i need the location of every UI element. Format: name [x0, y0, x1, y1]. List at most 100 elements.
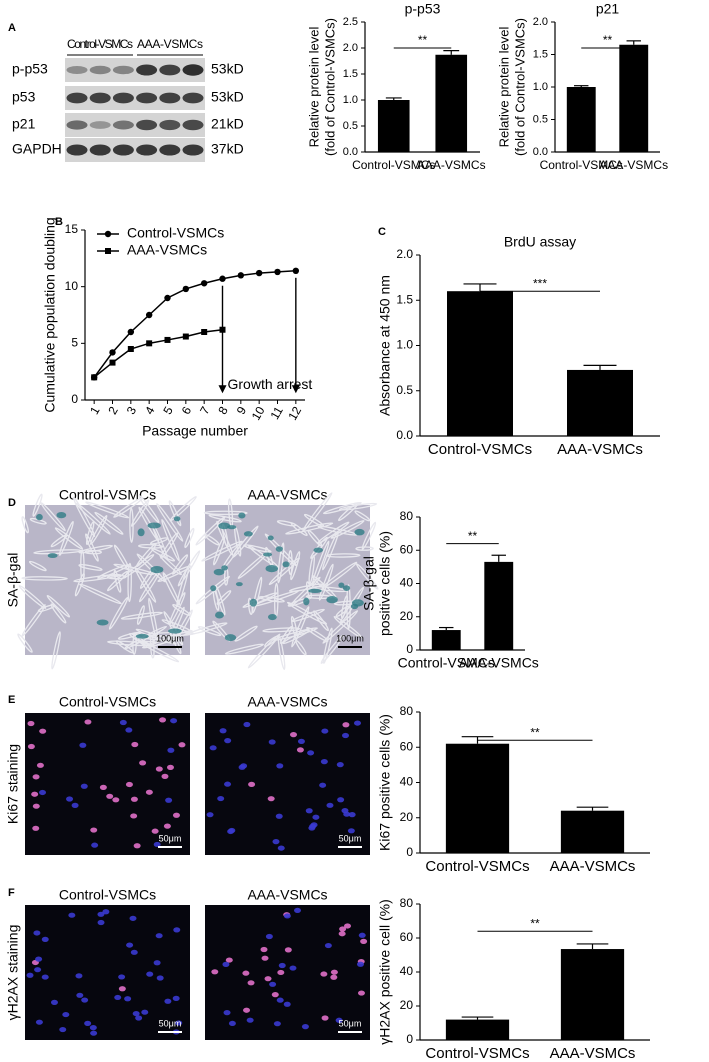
- significance-label: **: [603, 33, 613, 47]
- cell: [174, 609, 193, 641]
- cell: [242, 592, 278, 608]
- nucleus: [272, 839, 280, 845]
- cell: [290, 522, 308, 537]
- nucleus: [301, 1024, 309, 1030]
- nucleus: [32, 774, 40, 780]
- cell: [73, 573, 122, 583]
- blot-size-label: 21kD: [211, 116, 244, 132]
- blot-band: [182, 92, 204, 104]
- blot-size-label: 53kD: [211, 61, 244, 77]
- nucleus: [81, 997, 89, 1003]
- nucleus: [324, 942, 332, 949]
- nucleus: [59, 1026, 67, 1033]
- nucleus: [225, 957, 233, 963]
- image-column-label: Control-VSMCs: [59, 487, 156, 503]
- y-tick-label: 80: [400, 509, 414, 523]
- marker: [255, 269, 263, 277]
- blot-band: [136, 119, 158, 131]
- cell: [89, 514, 108, 545]
- marker: [292, 267, 300, 274]
- stained-cell: [221, 565, 228, 571]
- cell: [171, 554, 189, 575]
- x-axis-label: Passage number: [142, 423, 248, 439]
- nucleus: [34, 967, 42, 973]
- cell: [113, 569, 122, 593]
- cell: [115, 640, 134, 654]
- scale-bar-label: 50μm: [339, 833, 362, 843]
- nucleus: [217, 795, 225, 802]
- nucleus: [76, 992, 84, 998]
- y-tick-label: 1.5: [343, 68, 358, 80]
- stained-cell: [213, 568, 225, 576]
- blot-band: [159, 92, 181, 104]
- nucleus: [155, 933, 163, 939]
- nucleus: [209, 745, 217, 751]
- cell: [94, 511, 124, 535]
- x-tick-label: AAA-VSMCs: [599, 158, 668, 172]
- cell: [295, 640, 307, 656]
- nucleus: [294, 907, 302, 914]
- stained-cell: [354, 528, 365, 536]
- x-tick-label: Control-VSMCs: [428, 441, 532, 458]
- cell: [149, 537, 169, 545]
- cell: [308, 554, 315, 585]
- nucleus: [353, 720, 361, 726]
- blot-row-label: GAPDH: [12, 141, 62, 157]
- nucleus: [330, 974, 338, 980]
- stained-cell: [168, 628, 182, 634]
- x-tick-label: AAA-VSMCs: [550, 858, 636, 875]
- nucleus: [268, 739, 276, 745]
- x-tick-label: Control-VSMCs: [425, 858, 529, 875]
- stained-cell: [47, 553, 58, 559]
- nucleus: [102, 909, 110, 915]
- nucleus: [50, 999, 58, 1005]
- nucleus: [320, 759, 328, 765]
- x-tick-label: 9: [234, 404, 250, 417]
- cell: [290, 616, 298, 640]
- nucleus: [222, 961, 230, 967]
- scale-bar-label: 50μm: [159, 833, 182, 843]
- blot-band: [182, 119, 204, 131]
- nucleus: [307, 750, 315, 756]
- cell: [208, 514, 242, 523]
- bar: [445, 1019, 510, 1040]
- significance-label: **: [418, 33, 428, 47]
- series-line: [93, 270, 296, 378]
- nucleus: [342, 732, 350, 739]
- nucleus: [277, 969, 285, 976]
- stained-cell: [351, 599, 364, 607]
- cell: [78, 564, 103, 571]
- stained-cell: [262, 552, 273, 557]
- nucleus: [39, 789, 47, 796]
- stained-cell: [235, 582, 243, 587]
- cell: [355, 563, 379, 590]
- nucleus: [358, 932, 366, 938]
- cell: [72, 496, 96, 538]
- nucleus: [90, 1030, 98, 1036]
- nucleus: [39, 728, 47, 734]
- y-tick-label: 5: [71, 336, 78, 350]
- cell: [21, 604, 46, 637]
- blot-band: [89, 121, 111, 129]
- cell: [320, 634, 344, 664]
- nucleus: [310, 822, 318, 828]
- blot-band: [66, 120, 88, 130]
- y-tick-label: 0: [71, 392, 78, 406]
- cell: [247, 633, 281, 669]
- blot-band: [136, 144, 158, 156]
- y-tick-label: 20: [400, 810, 414, 824]
- x-tick-label: AAA-VSMCs: [550, 1045, 636, 1062]
- chart-title: p21: [596, 1, 620, 17]
- bar: [377, 100, 410, 152]
- cell: [325, 553, 361, 558]
- image-column-label: AAA-VSMCs: [247, 887, 327, 903]
- cell: [322, 610, 359, 644]
- blot-row-label: p53: [12, 89, 36, 105]
- nucleus: [80, 783, 88, 789]
- cell: [129, 507, 134, 543]
- nucleus: [124, 996, 132, 1002]
- nucleus: [139, 760, 147, 766]
- y-tick-label: 0.5: [533, 113, 548, 125]
- y-tick-label: 60: [400, 542, 414, 556]
